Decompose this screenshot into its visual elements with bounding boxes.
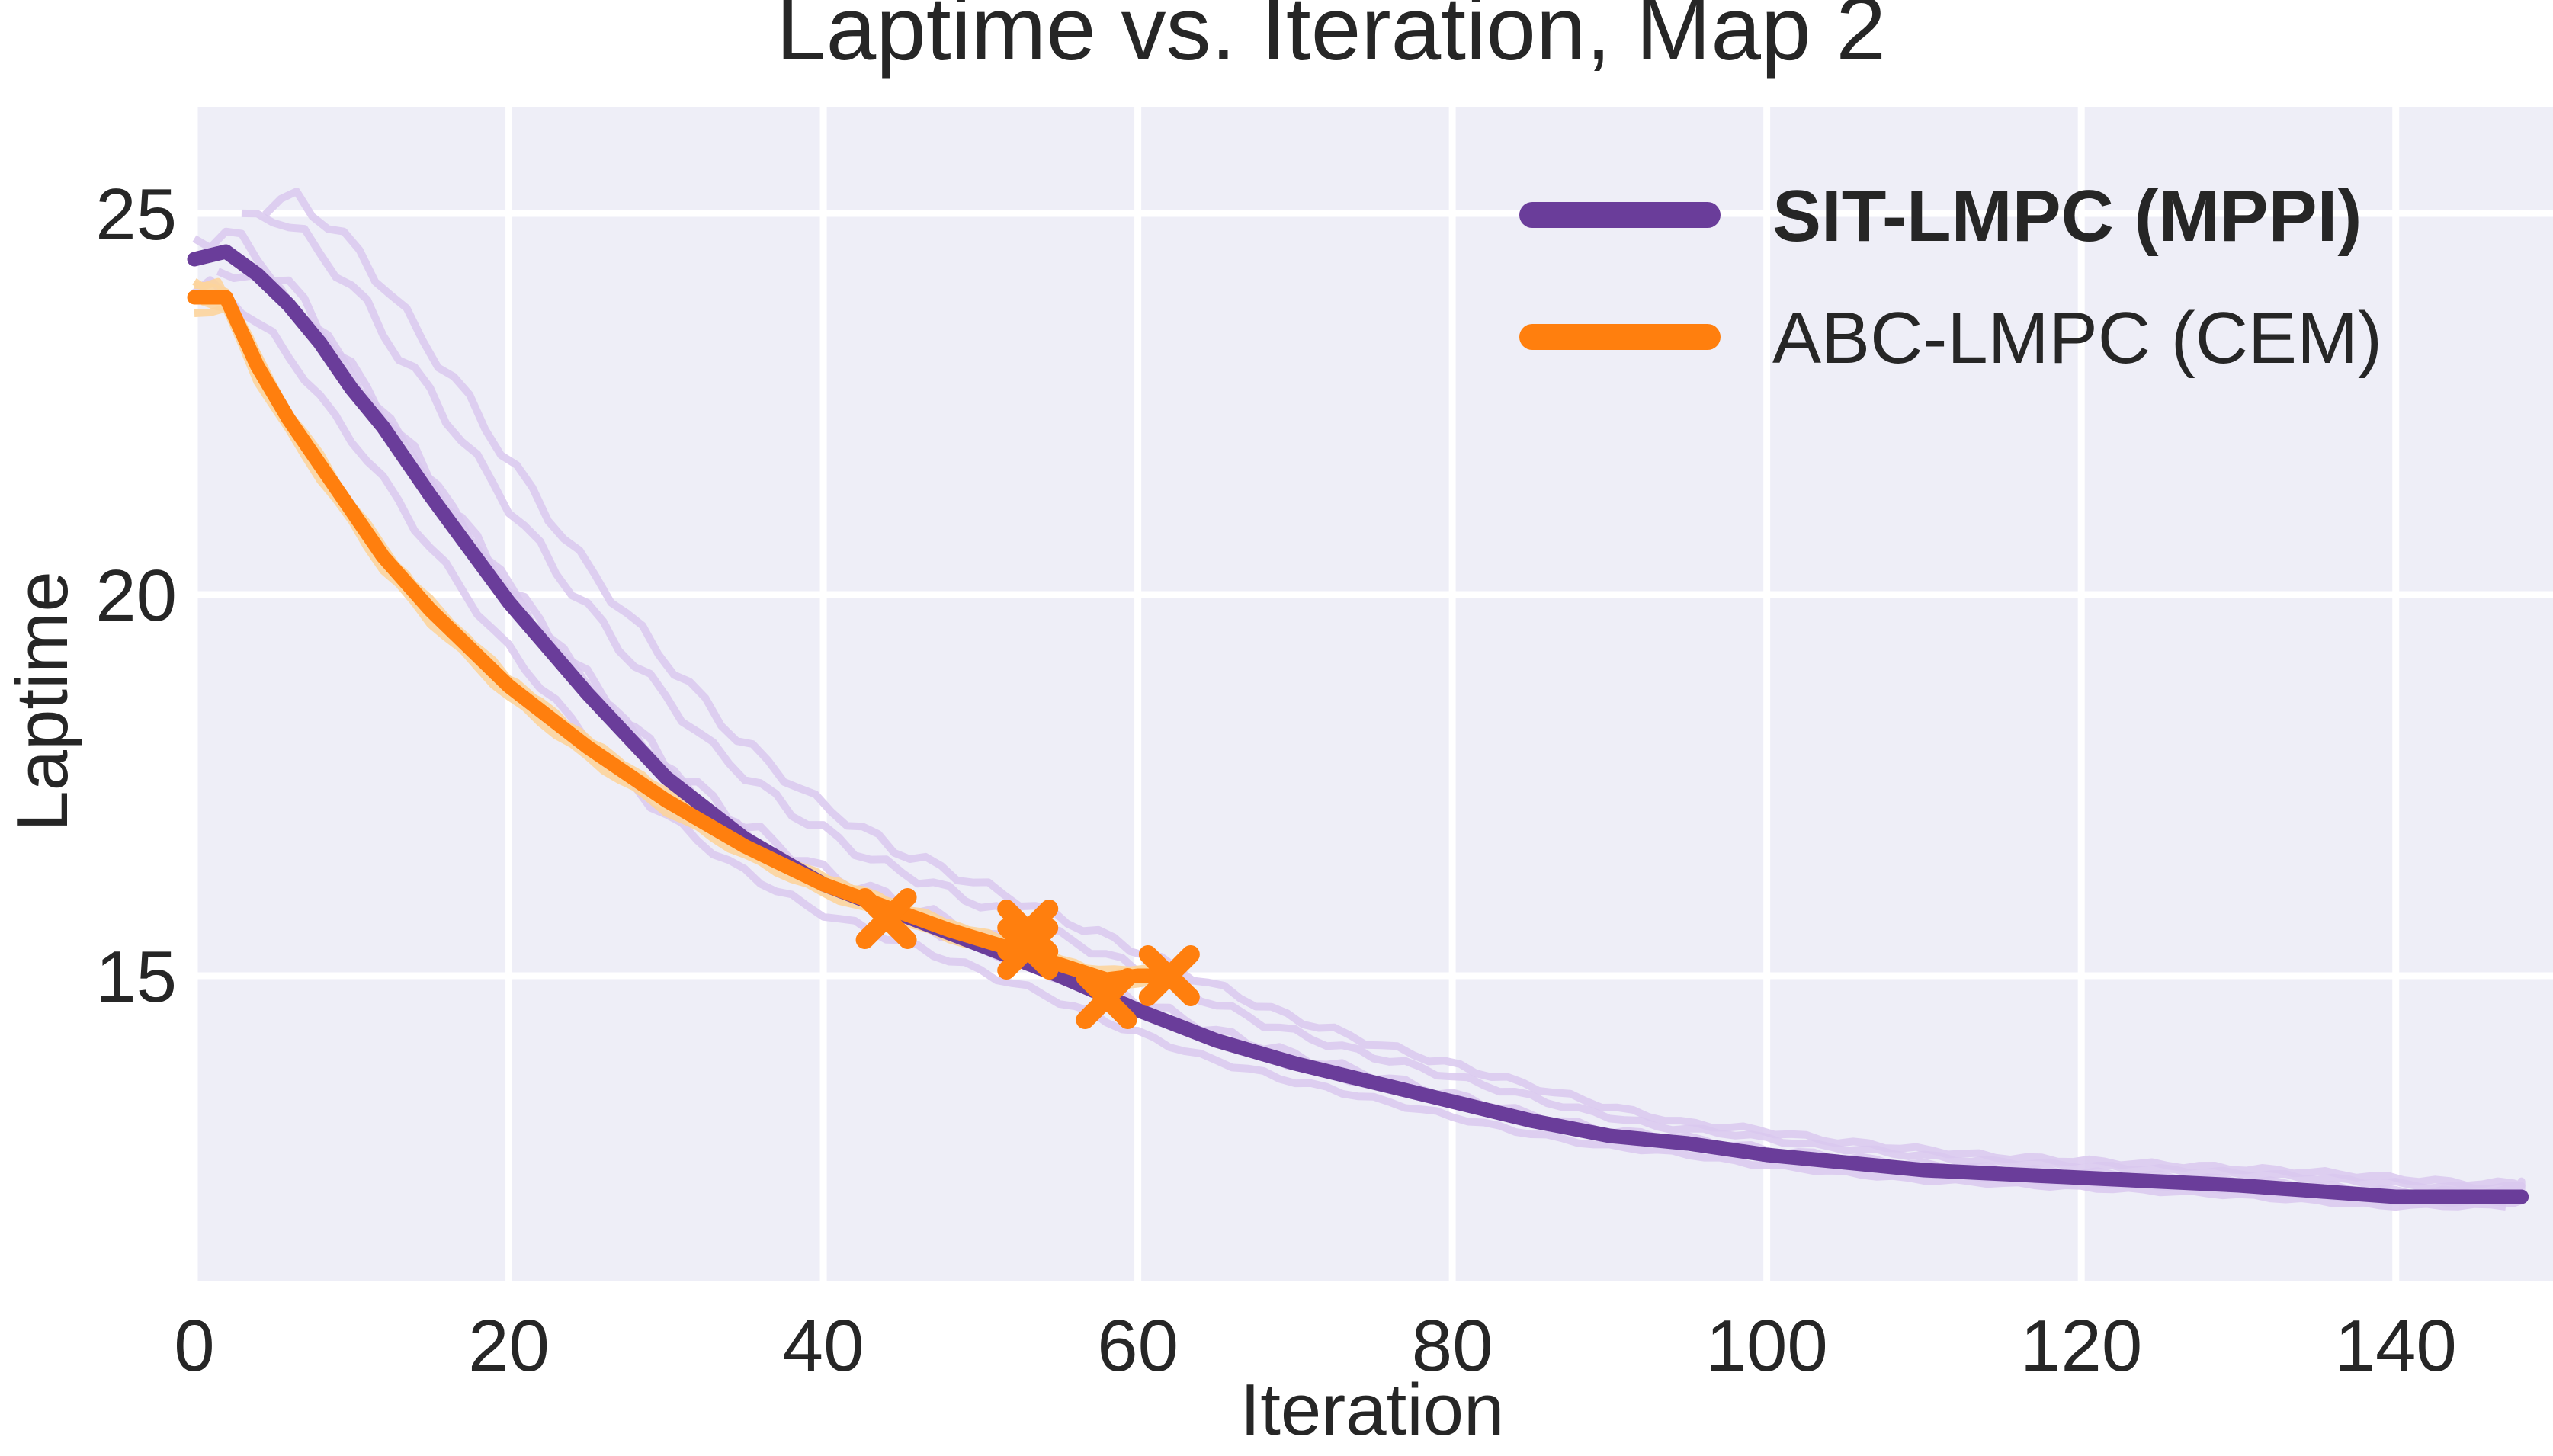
x-tick-label: 140 (2335, 1305, 2457, 1387)
x-tick-label: 120 (2020, 1305, 2142, 1387)
x-tick-label: 60 (1097, 1305, 1179, 1387)
sit-lmpc-run-line (262, 188, 2526, 1190)
failure-marker (1138, 945, 1200, 1006)
y-axis-label: Laptime (2, 571, 83, 832)
legend-label-sit-lmpc: SIT-LMPC (MPPI) (1772, 175, 2362, 257)
sit-lmpc-run-line (191, 276, 2506, 1211)
x-tick-labels: 0 20 40 60 80 100 120 140 (174, 1305, 2457, 1387)
x-tick-label: 20 (468, 1305, 550, 1387)
failure-marker (855, 888, 917, 949)
x-axis-label: Iteration (1240, 1369, 1505, 1451)
legend-label-abc-lmpc: ABC-LMPC (CEM) (1772, 297, 2382, 379)
grid-lines (191, 107, 2553, 1281)
y-tick-label: 20 (95, 555, 177, 637)
failure-markers (855, 888, 1200, 1029)
legend: SIT-LMPC (MPPI) ABC-LMPC (CEM) (1519, 175, 2382, 379)
x-tick-label: 40 (783, 1305, 864, 1387)
x-tick-label: 100 (1706, 1305, 1828, 1387)
y-tick-label: 25 (95, 174, 177, 255)
failure-marker (1076, 968, 1137, 1029)
chart-title: Laptime vs. Iteration, Map 2 (776, 0, 1886, 79)
failure-marker (997, 919, 1059, 980)
x-tick-label: 0 (174, 1305, 214, 1387)
x-tick-label: 80 (1412, 1305, 1493, 1387)
y-tick-label: 15 (95, 936, 177, 1018)
y-tick-labels: 15 20 25 (95, 174, 177, 1018)
